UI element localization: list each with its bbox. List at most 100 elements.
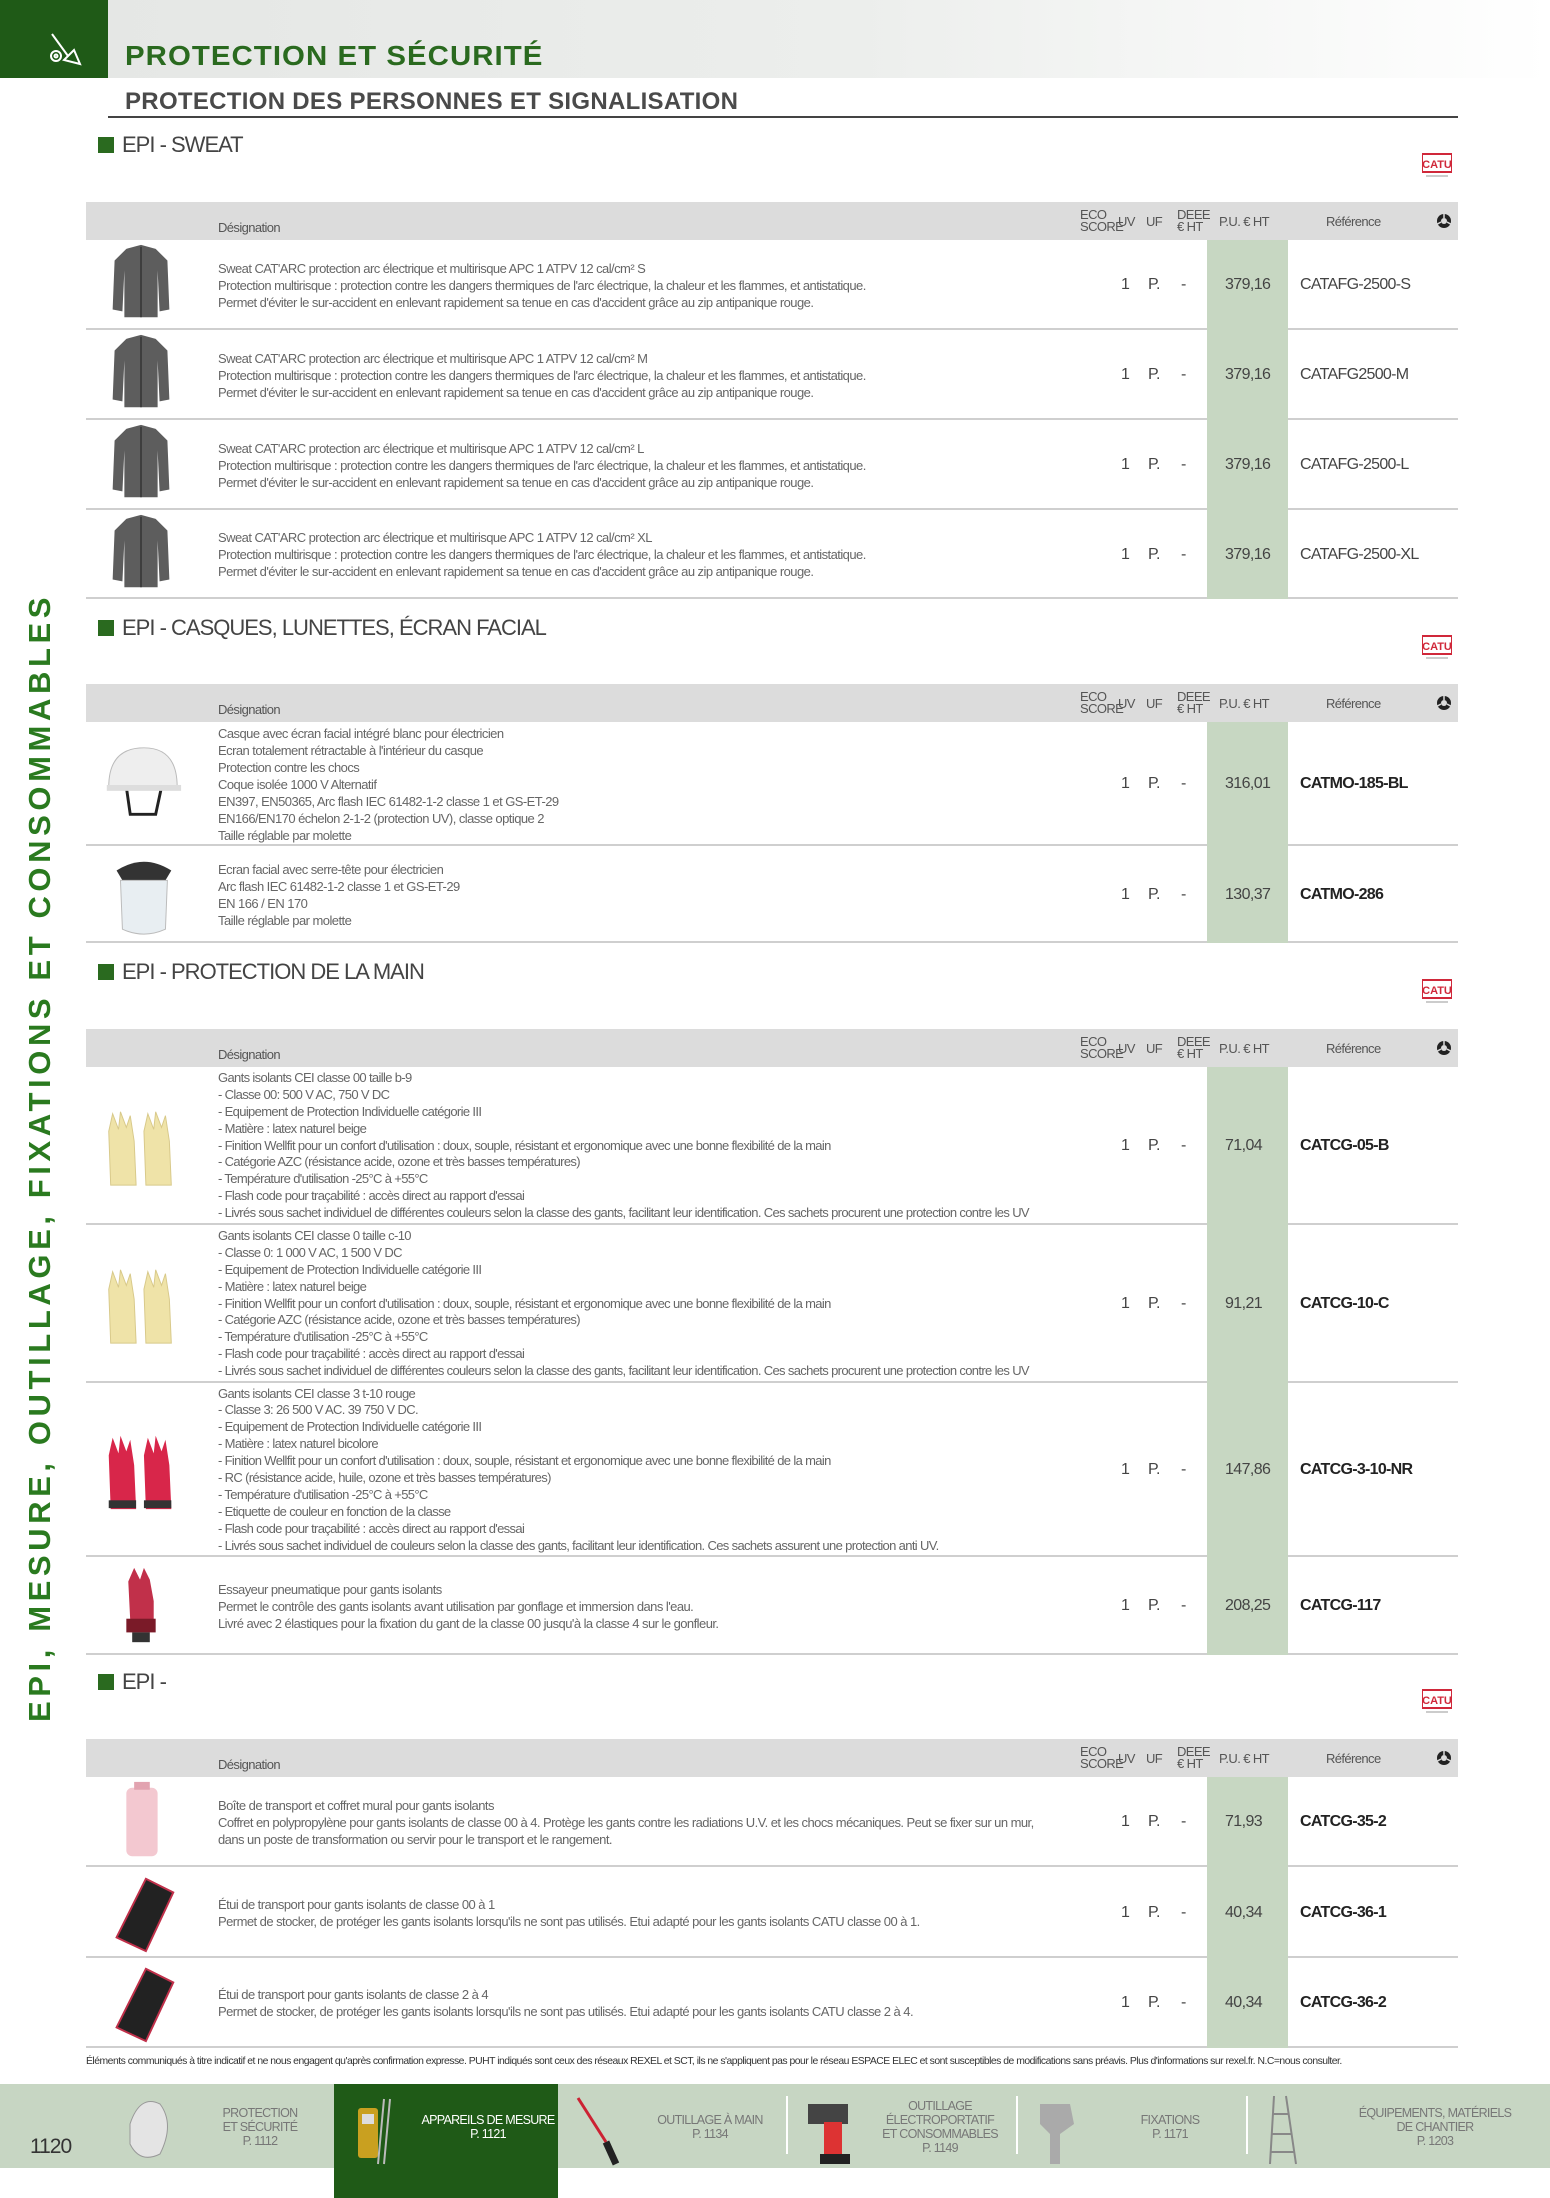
description-line: - Finition Wellfit pour un confort d'uti…: [218, 1453, 831, 1469]
description-line: Taille réglable par molette: [218, 827, 352, 843]
product-reference[interactable]: CATMO-185-BL: [1300, 775, 1408, 792]
product-reference[interactable]: CATCG-117: [1300, 1597, 1381, 1614]
chapter-nav-link[interactable]: PROTECTION ET SÉCURITÉ P. 1112: [190, 2090, 330, 2164]
section-title-text: EPI - CASQUES, LUNETTES, ÉCRAN FACIAL: [122, 615, 547, 640]
chapter-nav-link[interactable]: OUTILLAGE À MAIN P. 1134: [640, 2090, 780, 2164]
unit-price: 147,86: [1225, 1461, 1271, 1478]
deee-value: -: [1181, 456, 1186, 473]
description-line: Taille réglable par molette: [218, 912, 352, 928]
price-column-bg: [1207, 722, 1288, 846]
deee-header: DEEE: [1177, 689, 1211, 704]
section-marker: [98, 137, 114, 153]
drill-icon[interactable]: [800, 2094, 856, 2173]
product-row: Gants isolants CEI classe 0 taille c-10 -…: [86, 1225, 1458, 1383]
product-reference[interactable]: CATCG-3-10-NR: [1300, 1461, 1413, 1478]
pu-header: P.U. € HT: [1219, 696, 1270, 711]
eco-score-header: ECO: [1080, 1034, 1107, 1049]
chapter-nav-label: OUTILLAGE: [908, 2099, 973, 2113]
section-title-text: EPI -: [122, 1669, 167, 1694]
description-line: - Flash code pour traçabilité : accès di…: [218, 1520, 525, 1536]
pu-header: P.U. € HT: [1219, 1751, 1270, 1766]
eco-score-header: ECO: [1080, 1744, 1107, 1759]
product-reference[interactable]: CATCG-05-B: [1300, 1137, 1389, 1154]
helmet-image: [96, 740, 186, 833]
eco-score-header: ECO: [1080, 207, 1107, 222]
deee-value: -: [1181, 1295, 1186, 1312]
deee-value: -: [1181, 1903, 1186, 1921]
uf-value: P.: [1148, 775, 1160, 792]
description-line: - Classe 3: 26 500 V AC. 39 750 V DC.: [218, 1402, 419, 1418]
description-line: Gants isolants CEI classe 0 taille c-10: [218, 1227, 412, 1243]
table-header: Désignation ECO SCORE UV UF DEEE € HT P.U. € HT…: [86, 1739, 1458, 1777]
uf-value: P.: [1148, 1597, 1160, 1614]
description-line: Gants isolants CEI classe 00 taille b-9: [218, 1069, 412, 1085]
table-header: Désignation ECO SCORE UV UF DEEE € HT P.U. € HT…: [86, 684, 1458, 722]
deee-header-2: € HT: [1177, 701, 1203, 716]
description-line: Permet d'éviter le sur-accident en enlev…: [218, 564, 814, 579]
product-reference[interactable]: CATCG-36-1: [1300, 1903, 1387, 1921]
product-reference[interactable]: CATCG-36-2: [1300, 1994, 1387, 2011]
glove-pouch-image: [96, 1959, 186, 2052]
chapter-nav-label: P. 1149: [922, 2141, 958, 2155]
description-line: - Flash code pour traçabilité : accès di…: [218, 1346, 525, 1362]
reference-header: Référence: [1326, 214, 1381, 229]
chapter-nav-link[interactable]: OUTILLAGE ÉLECTROPORTATIF ET CONSOMMABLES P…: [870, 2090, 1010, 2164]
deee-value: -: [1181, 545, 1186, 563]
uf-value: P.: [1148, 1813, 1160, 1830]
uv-value: 1: [1121, 545, 1130, 563]
deee-header-2: € HT: [1177, 219, 1203, 234]
product-reference[interactable]: CATMO-286: [1300, 885, 1384, 903]
description-line: Livré avec 2 élastiques pour la fixation…: [218, 1615, 719, 1631]
multimeter-icon[interactable]: [344, 2094, 400, 2173]
chapter-nav-link[interactable]: ÉQUIPEMENTS, MATÉRIELS DE CHANTIER P. 1203: [1330, 2090, 1540, 2164]
unit-price: 71,93: [1225, 1813, 1263, 1830]
mask-icon[interactable]: [120, 2094, 176, 2173]
product-reference[interactable]: CATAFG-2500-L: [1300, 456, 1409, 473]
description-line: - Classe 00: 500 V AC, 750 V DC: [218, 1086, 390, 1102]
product-row: Essayeur pneumatique pour gants isolants…: [86, 1557, 1458, 1655]
product-description: Sweat CAT'ARC protection arc électrique …: [218, 260, 866, 311]
ladder-icon[interactable]: [1260, 2094, 1316, 2173]
product-row: Étui de transport pour gants isolants de…: [86, 1958, 1458, 2048]
svg-text:CATU: CATU: [1422, 985, 1452, 997]
chapter-nav-label: ET CONSOMMABLES: [882, 2127, 998, 2141]
svg-text:CATU: CATU: [1422, 159, 1452, 171]
chapter-nav-label: ÉLECTROPORTATIF: [885, 2113, 995, 2127]
price-column-bg: [1207, 846, 1288, 943]
anchor-icon[interactable]: [1030, 2094, 1086, 2173]
deee-value: -: [1181, 775, 1186, 792]
description-line: Sweat CAT'ARC protection arc électrique …: [218, 440, 644, 456]
product-reference[interactable]: CATAFG-2500-S: [1300, 276, 1411, 293]
uf-value: P.: [1148, 885, 1160, 903]
description-line: - Livrés sous sachet individuel de diffé…: [218, 1205, 1030, 1221]
designation-header: Désignation: [218, 702, 281, 717]
description-line: Étui de transport pour gants isolants de…: [218, 1896, 495, 1912]
product-reference[interactable]: CATAFG2500-M: [1300, 366, 1409, 383]
chapter-nav-link[interactable]: FIXATIONS P. 1171: [1100, 2090, 1240, 2164]
unit-price: 316,01: [1225, 775, 1271, 792]
unit-price: 40,34: [1225, 1994, 1263, 2011]
price-column-bg: [1207, 1383, 1288, 1557]
chapter-nav-label: PROTECTION: [222, 2106, 299, 2120]
category-badge: [0, 0, 108, 78]
screwdriver-icon[interactable]: [570, 2094, 626, 2173]
deee-value: -: [1181, 1137, 1186, 1154]
product-row: Ecran facial avec serre-tête pour électr…: [86, 846, 1458, 943]
description-line: Permet d'éviter le sur-accident en enlev…: [218, 384, 814, 400]
description-line: EN 166 / EN 170: [218, 895, 308, 911]
product-reference[interactable]: CATCG-10-C: [1300, 1295, 1389, 1312]
deee-header-2: € HT: [1177, 1756, 1203, 1771]
uf-value: P.: [1148, 1137, 1160, 1154]
price-column-bg: [1207, 1225, 1288, 1383]
description-line: Arc flash IEC 61482-1-2 classe 1 et GS-E…: [218, 878, 460, 894]
product-description: Étui de transport pour gants isolants de…: [218, 1986, 914, 2020]
product-reference[interactable]: CATAFG-2500-XL: [1300, 545, 1419, 563]
chapter-nav-link[interactable]: APPAREILS DE MESURE P. 1121: [418, 2090, 558, 2164]
deee-header: DEEE: [1177, 207, 1211, 222]
product-reference[interactable]: CATCG-35-2: [1300, 1813, 1387, 1830]
description-line: Sweat CAT'ARC protection arc électrique …: [218, 350, 648, 366]
deee-header: DEEE: [1177, 1744, 1211, 1759]
description-line: EN166/EN170 échelon 2-1-2 (protection UV…: [218, 810, 545, 826]
uf-value: P.: [1148, 1295, 1160, 1312]
pu-header: P.U. € HT: [1219, 1041, 1270, 1056]
